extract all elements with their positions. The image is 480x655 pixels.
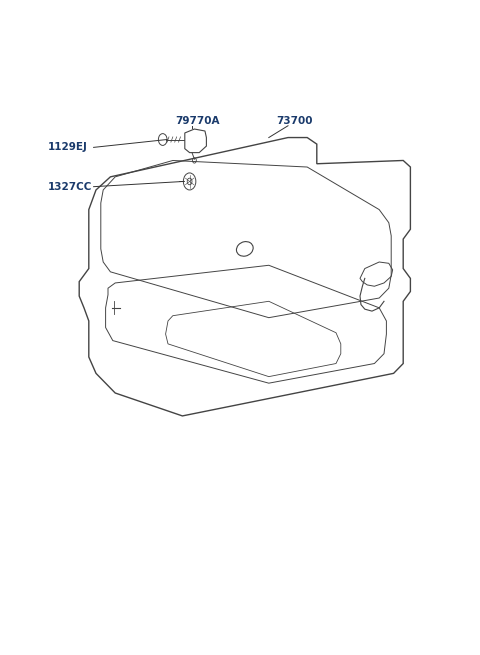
Text: 1129EJ: 1129EJ bbox=[48, 142, 88, 153]
Text: 73700: 73700 bbox=[276, 116, 312, 126]
Text: 1327CC: 1327CC bbox=[48, 181, 92, 192]
Text: 79770A: 79770A bbox=[175, 116, 220, 126]
